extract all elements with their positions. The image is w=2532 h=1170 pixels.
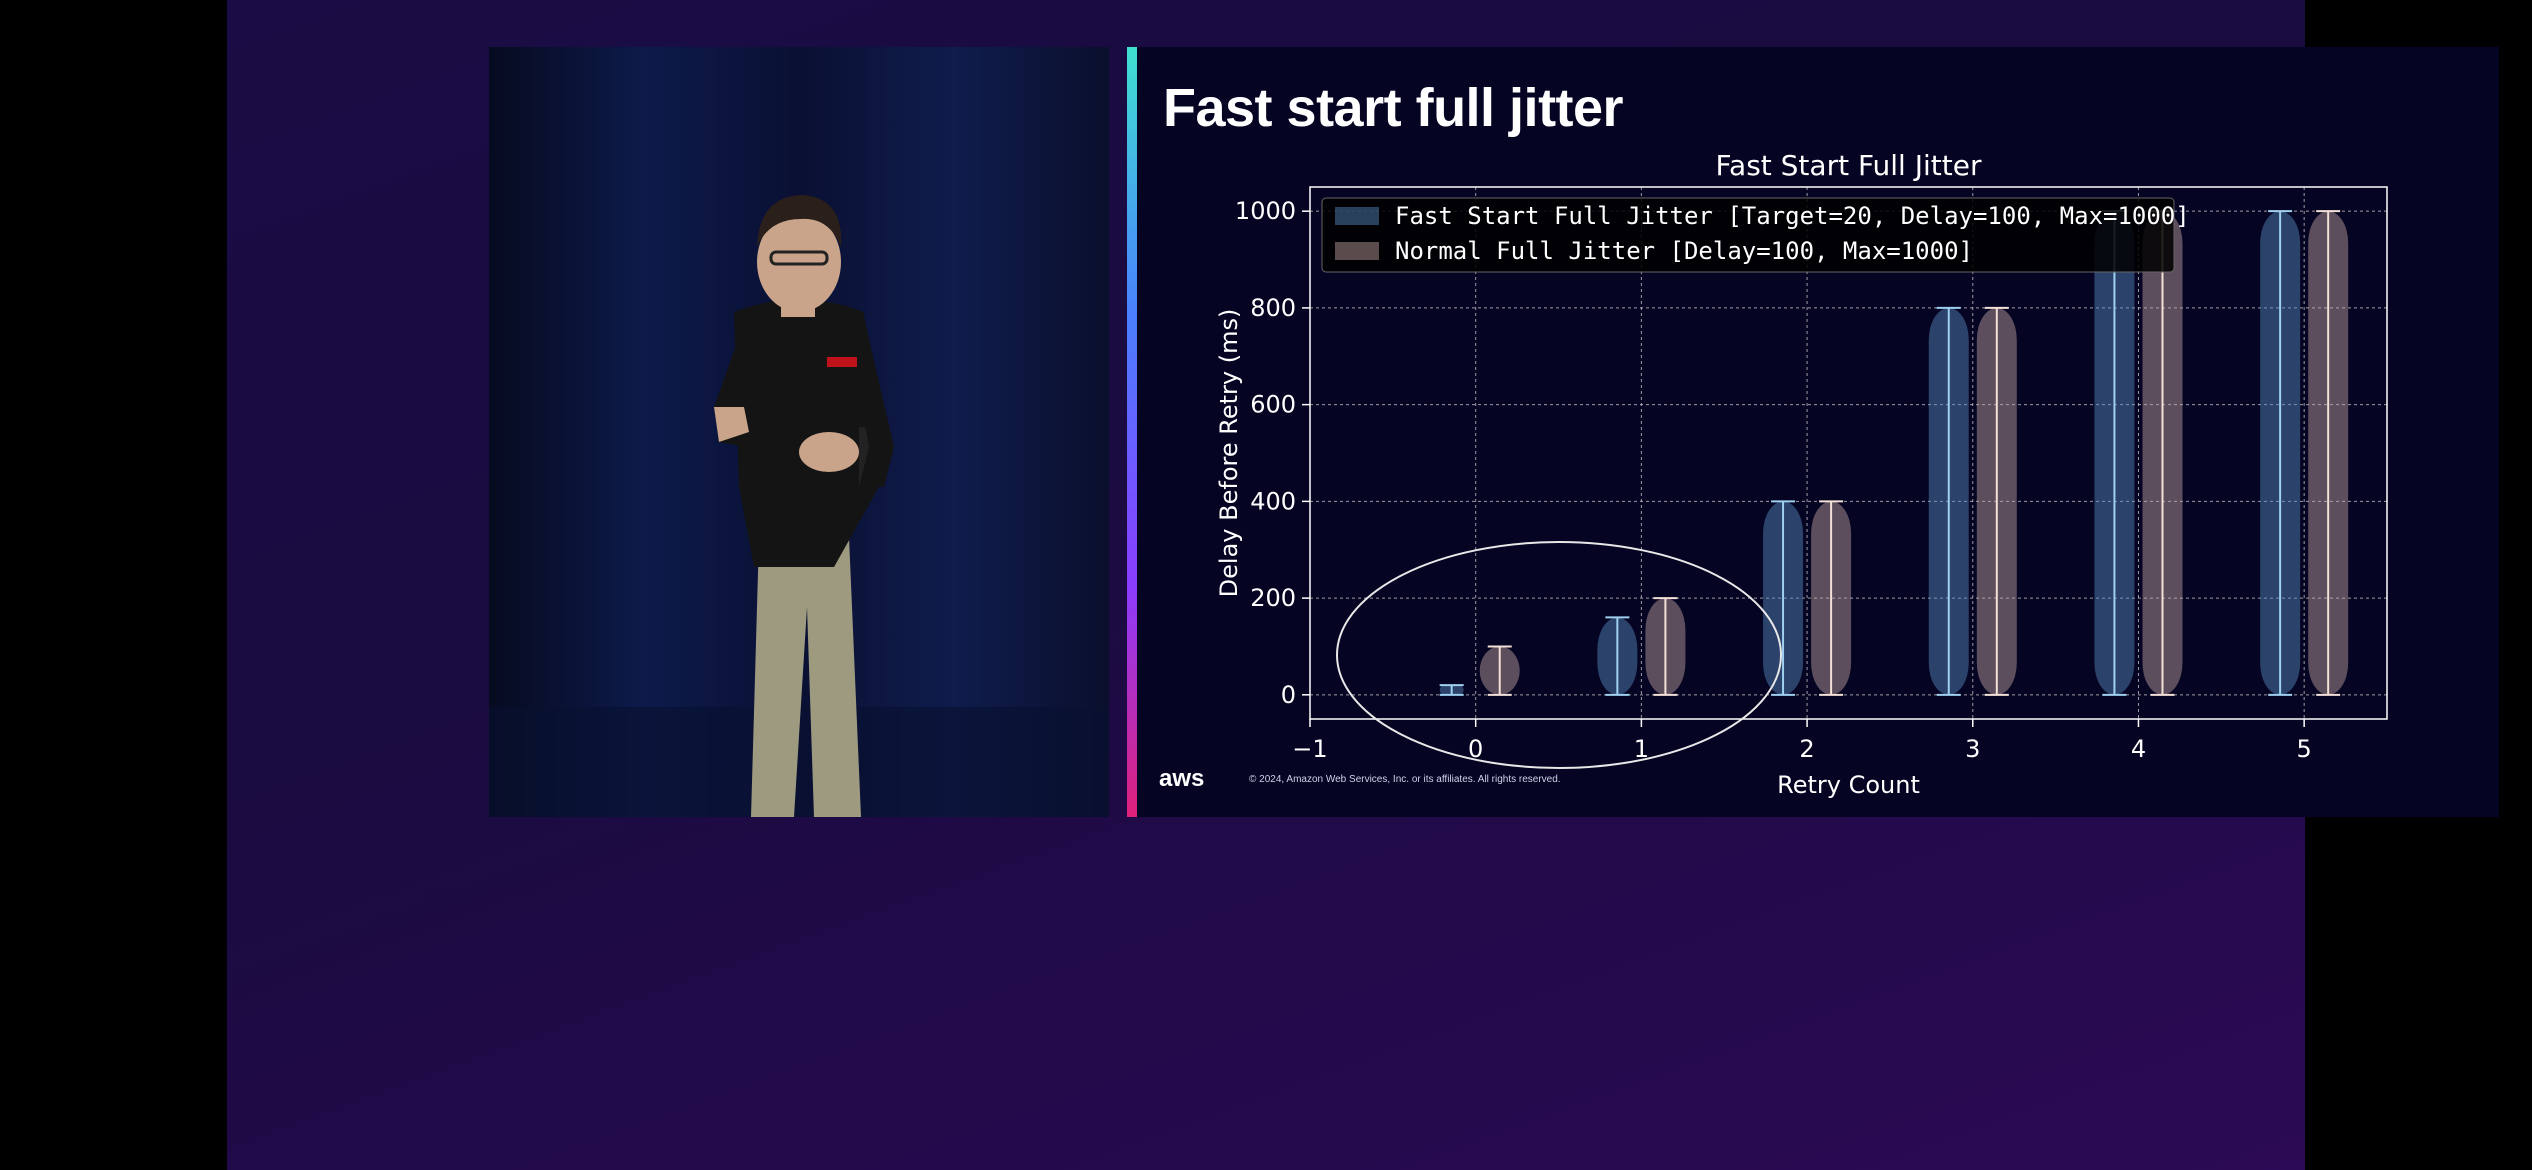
- y-tick-label: 400: [1250, 487, 1296, 515]
- y-tick-label: 200: [1250, 584, 1296, 612]
- slide: Fast start full jitter −1 0 1 2 3 4 5 0 200 400 60…: [1127, 47, 2499, 817]
- y-tick-label: 800: [1250, 294, 1296, 322]
- x-tick-label: 5: [2297, 735, 2312, 763]
- x-tick-label: 1: [1634, 735, 1649, 763]
- x-tick-label: 0: [1468, 735, 1483, 763]
- plot-area: [1309, 186, 2388, 720]
- legend-swatch-normal: [1335, 242, 1379, 260]
- y-axis-label: Delay Before Retry (ms): [1215, 309, 1243, 598]
- x-tick-label: 4: [2131, 735, 2146, 763]
- axis-ticks: −1 0 1 2 3 4 5 0 200 400 600 800 1000: [1235, 197, 2312, 763]
- x-tick-label: 3: [1965, 735, 1980, 763]
- speaker-video: [489, 47, 1109, 817]
- legend-label-normal: Normal Full Jitter [Delay=100, Max=1000]: [1395, 237, 1973, 265]
- legend-swatch-fast-start: [1335, 207, 1379, 225]
- chart: −1 0 1 2 3 4 5 0 200 400 600 800 1000 Fast Start Ful…: [1215, 149, 2388, 799]
- video-frame: Fast start full jitter −1 0 1 2 3 4 5 0 200 400 60…: [227, 0, 2499, 1170]
- legend-label-fast-start: Fast Start Full Jitter [Target=20, Delay…: [1395, 202, 2190, 230]
- aws-logo: aws: [1159, 765, 1205, 792]
- y-tick-label: 0: [1281, 681, 1296, 709]
- x-axis-label: Retry Count: [1777, 771, 1920, 799]
- y-tick-label: 1000: [1235, 197, 1296, 225]
- copyright-notice: © 2024, Amazon Web Services, Inc. or its…: [1249, 774, 1561, 785]
- speaker-illustration: [489, 195, 1109, 817]
- slide-title: Fast start full jitter: [1163, 78, 1624, 138]
- chart-legend: Fast Start Full Jitter [Target=20, Delay…: [1321, 197, 2190, 273]
- chart-title: Fast Start Full Jitter: [1716, 149, 1982, 182]
- y-tick-label: 600: [1250, 391, 1296, 419]
- highlight-ellipse: [1336, 541, 1782, 769]
- x-tick-label: −1: [1292, 735, 1327, 763]
- accent-bar: [1127, 47, 1137, 817]
- x-tick-label: 2: [1799, 735, 1814, 763]
- legend-box: [1321, 197, 2175, 273]
- violin-series: [1439, 210, 2349, 696]
